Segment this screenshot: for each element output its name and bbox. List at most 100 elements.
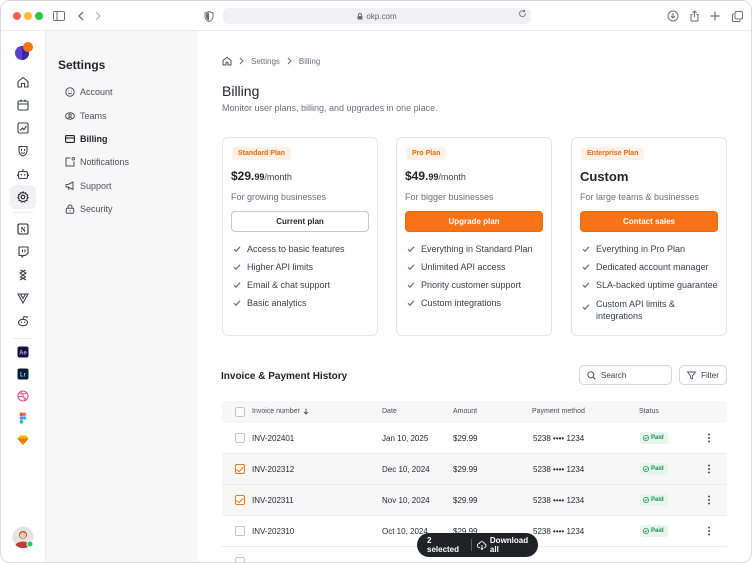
row-menu-icon[interactable] (704, 525, 714, 537)
sidebar-item-billing[interactable]: Billing (65, 130, 108, 148)
row-menu-icon[interactable] (704, 432, 714, 444)
back-icon[interactable] (73, 8, 89, 24)
column-header-invoice[interactable]: Invoice number (252, 408, 309, 415)
reddit-icon[interactable] (15, 313, 31, 329)
sidebar-toggle-icon[interactable] (51, 8, 67, 24)
price-dollars: $49. (405, 169, 429, 183)
chevron-right-icon (239, 57, 244, 65)
vector-icon[interactable] (15, 290, 31, 306)
sidebar-item-security[interactable]: Security (65, 200, 113, 218)
lock-icon (357, 12, 363, 20)
plan-description: For large teams & businesses (580, 192, 700, 202)
home-icon[interactable] (15, 74, 31, 90)
after-effects-icon[interactable]: Ae (15, 344, 31, 360)
sidebar-item-notifications[interactable]: Notifications (65, 153, 129, 171)
share-icon[interactable] (686, 8, 702, 24)
stack-icon[interactable] (15, 267, 31, 283)
reload-icon[interactable] (518, 9, 527, 18)
table-row[interactable]: INV-202312 Dec 10, 2024 $29.99 5238 ••••… (222, 454, 727, 485)
settings-sidebar: Settings Account Teams Billing Notificat… (46, 31, 198, 562)
check-circle-icon (643, 497, 649, 503)
check-circle-icon (643, 466, 649, 472)
smile-icon (65, 87, 75, 97)
tab-overview-icon[interactable] (729, 8, 745, 24)
chart-icon[interactable] (15, 120, 31, 136)
forward-icon[interactable] (90, 8, 106, 24)
url-text: okp.com (366, 11, 397, 21)
feature-label: Access to basic features (247, 244, 345, 254)
plan-tag: Pro Plan (406, 147, 447, 160)
feature-label: Everything in Pro Plan (596, 244, 686, 254)
new-tab-icon[interactable] (707, 8, 723, 24)
status-label: Paid (651, 466, 664, 472)
table-row[interactable] (222, 547, 727, 562)
sidebar-item-account[interactable]: Account (65, 83, 113, 101)
sketch-icon[interactable] (15, 432, 31, 448)
select-all-checkbox[interactable] (235, 407, 245, 417)
plan-price: $29.99/month (231, 169, 292, 183)
table-row[interactable]: INV-202401 Jan 10, 2025 $29.99 5238 ••••… (222, 423, 727, 454)
sidebar-item-label: Account (80, 87, 113, 97)
plan-description: For growing businesses (231, 192, 327, 202)
download-icon[interactable] (665, 8, 681, 24)
check-icon (582, 245, 590, 253)
status-badge: Paid (640, 525, 668, 537)
breadcrumb-item-current: Billing (298, 56, 321, 66)
figma-icon[interactable] (15, 410, 31, 426)
close-window-button[interactable] (13, 12, 21, 20)
invoice-date: Oct 10, 2024 (382, 527, 428, 536)
plan-card-pro: Pro Plan $49.99/month For bigger busines… (396, 137, 552, 336)
calendar-icon[interactable] (15, 97, 31, 113)
feature-item: Everything in Standard Plan (407, 244, 545, 255)
sidebar-item-label: Billing (80, 134, 108, 144)
upgrade-plan-button[interactable]: Upgrade plan (405, 211, 543, 232)
column-label: Invoice number (252, 408, 300, 415)
check-circle-icon (643, 528, 649, 534)
privacy-shield-icon[interactable] (201, 8, 217, 24)
bot-icon[interactable] (15, 166, 31, 182)
plan-price: Custom (580, 169, 629, 184)
table-row[interactable]: INV-202311 Nov 10, 2024 $29.99 5238 ••••… (222, 485, 727, 516)
row-menu-icon[interactable] (704, 494, 714, 506)
filter-button[interactable]: Filter (679, 365, 727, 385)
billing-icon (65, 134, 75, 144)
price-cents: 99 (254, 172, 265, 182)
row-checkbox[interactable] (235, 495, 245, 505)
maximize-window-button[interactable] (35, 12, 43, 20)
row-menu-icon[interactable] (704, 463, 714, 475)
address-bar[interactable]: okp.com (223, 8, 531, 24)
search-input[interactable]: Search (579, 365, 672, 385)
feature-label: Custom API limits & integrations (596, 299, 676, 321)
price-period: /month (438, 172, 466, 182)
row-checkbox[interactable] (235, 526, 245, 536)
row-checkbox[interactable] (235, 433, 245, 443)
home-icon[interactable] (222, 56, 232, 66)
minimize-window-button[interactable] (24, 12, 32, 20)
plan-price: $49.99/month (405, 169, 466, 183)
breadcrumb-item[interactable]: Settings (251, 56, 280, 66)
shield-icon[interactable] (15, 143, 31, 159)
lightroom-icon[interactable]: Lr (15, 366, 31, 382)
notion-icon[interactable]: N (15, 221, 31, 237)
sidebar-item-support[interactable]: Support (65, 177, 112, 195)
price-period: /month (264, 172, 292, 182)
feature-label: SLA-backed uptime guarantee (596, 280, 718, 290)
payment-method: 5238 •••• 1234 (533, 496, 585, 505)
current-plan-button[interactable]: Current plan (231, 211, 369, 232)
feature-label: Everything in Standard Plan (421, 244, 533, 254)
gear-icon[interactable] (10, 185, 36, 209)
app-logo[interactable] (14, 42, 34, 62)
twitch-icon[interactable] (15, 244, 31, 260)
invoice-date: Dec 10, 2024 (382, 465, 430, 474)
dribbble-icon[interactable] (15, 388, 31, 404)
sidebar-item-teams[interactable]: Teams (65, 107, 107, 125)
avatar[interactable] (12, 526, 34, 548)
row-checkbox[interactable] (235, 464, 245, 474)
download-all-button[interactable]: Download all (472, 536, 538, 554)
invoice-number: INV-202311 (252, 496, 294, 505)
notion-letter: N (20, 226, 25, 234)
feature-label: Basic analytics (247, 298, 307, 308)
row-checkbox[interactable] (235, 557, 245, 562)
browser-toolbar: okp.com (1, 1, 751, 31)
contact-sales-button[interactable]: Contact sales (580, 211, 718, 232)
